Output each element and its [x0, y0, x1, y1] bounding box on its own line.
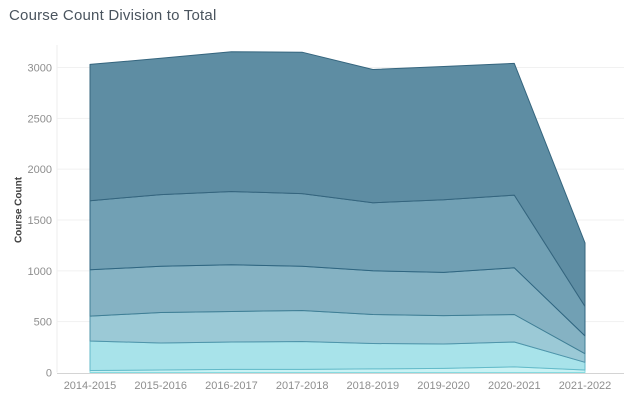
y-tick-label: 2000 — [28, 164, 52, 176]
area-mark-band-6[interactable] — [89, 51, 586, 307]
y-tick-label: 1500 — [28, 215, 52, 227]
x-tick-label: 2016-2017 — [205, 380, 258, 392]
y-tick-label: 2500 — [28, 113, 52, 125]
x-tick-label: 2020-2021 — [488, 380, 541, 392]
x-tick-label: 2014-2015 — [64, 380, 117, 392]
area-mark-band-2[interactable] — [89, 340, 586, 371]
y-tick-label: 500 — [34, 317, 52, 329]
x-tick-label: 2017-2018 — [276, 380, 329, 392]
y-tick-label: 3000 — [28, 62, 52, 74]
y-axis-title: Course Count — [13, 176, 25, 244]
x-tick-label: 2021-2022 — [559, 380, 612, 392]
x-tick-label: 2019-2020 — [417, 380, 470, 392]
y-tick-label: 1000 — [28, 266, 52, 278]
chart-title: Course Count Division to Total — [9, 7, 217, 24]
x-tick-label: 2015-2016 — [134, 380, 187, 392]
x-tick-label: 2018-2019 — [347, 380, 400, 392]
y-tick-label: 0 — [46, 368, 52, 380]
